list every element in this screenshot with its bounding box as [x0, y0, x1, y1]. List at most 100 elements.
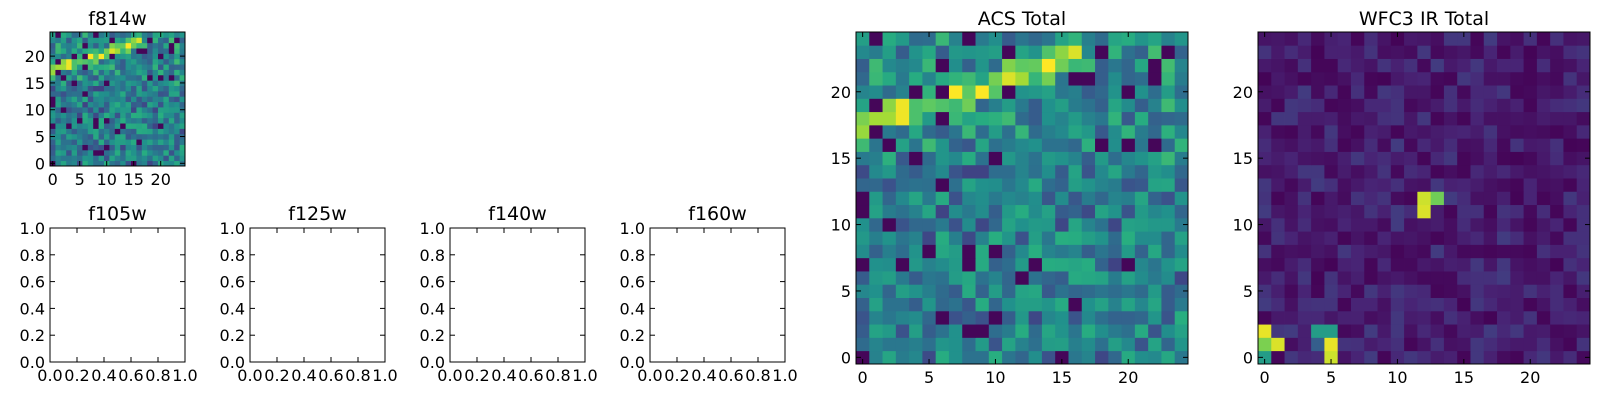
heatmap-cell [1258, 98, 1272, 113]
heatmap-cell [1002, 124, 1016, 139]
heatmap-cell [1324, 310, 1339, 325]
heatmap-cell [1081, 71, 1096, 86]
y-tick-label: 0.4 [420, 299, 445, 318]
heatmap-cell [71, 117, 78, 124]
heatmap-cell [869, 71, 883, 86]
heatmap-cell [1297, 257, 1312, 272]
heatmap-cell [82, 37, 89, 44]
heatmap-cell [87, 85, 94, 92]
heatmap-cell [1510, 191, 1524, 206]
heatmap-cell [1563, 324, 1578, 338]
heatmap-cell [147, 160, 153, 167]
heatmap-cell [1337, 138, 1352, 152]
heatmap-cell [55, 42, 62, 49]
heatmap-cell [1134, 138, 1149, 152]
heatmap-cell [98, 128, 105, 135]
heatmap-cell [1081, 191, 1096, 206]
heatmap-cell [1134, 284, 1149, 298]
heatmap-cell [1497, 124, 1511, 139]
heatmap-cell [1148, 244, 1162, 259]
heatmap-cell [120, 85, 126, 92]
heatmap-cell [1364, 244, 1378, 259]
heatmap-cell [1430, 178, 1445, 192]
heatmap-cell [1350, 217, 1365, 232]
heatmap-cell [935, 310, 950, 325]
heatmap-cell [174, 85, 180, 92]
heatmap-cell [1404, 231, 1418, 245]
heatmap-cell [1443, 111, 1458, 126]
heatmap-cell [909, 271, 923, 285]
heatmap-cell [922, 284, 937, 298]
heatmap-cell [136, 160, 143, 167]
heatmap-cell [77, 53, 83, 60]
heatmap-cell [93, 37, 99, 44]
y-tick-label: 20 [831, 83, 851, 102]
heatmap-cell [131, 58, 137, 65]
heatmap-cell [1121, 151, 1136, 166]
heatmap-cell [136, 74, 143, 81]
heatmap-cell [1497, 58, 1511, 73]
heatmap-cell [1095, 45, 1109, 59]
heatmap-cell [1364, 178, 1378, 192]
heatmap-cell [174, 58, 180, 65]
heatmap-cell [104, 155, 110, 162]
heatmap-cell [1430, 271, 1445, 285]
heatmap-cell [909, 32, 923, 46]
heatmap-cell [869, 324, 883, 338]
heatmap-cell [1015, 151, 1030, 166]
heatmap-cell [1002, 151, 1016, 166]
heatmap-cell [1055, 244, 1069, 259]
heatmap-cell [1161, 297, 1176, 312]
heatmap-cell [163, 74, 170, 81]
heatmap-cell [158, 42, 164, 49]
heatmap-cell [1443, 324, 1458, 338]
heatmap-cell [1311, 284, 1325, 298]
heatmap-cell [1028, 71, 1043, 86]
heatmap-cell [1095, 71, 1109, 86]
heatmap-cell [988, 32, 1003, 46]
heatmap-cell [1041, 151, 1056, 166]
heatmap-cell [77, 48, 83, 54]
heatmap-cell [1148, 85, 1162, 99]
heatmap-cell [1068, 310, 1083, 325]
heatmap-cell [1081, 257, 1096, 272]
heatmap-cell [50, 112, 56, 119]
heatmap-cell [1443, 71, 1458, 86]
heatmap-cell [1470, 191, 1485, 206]
heatmap-cell [1161, 111, 1176, 126]
heatmap-cell [109, 117, 116, 124]
heatmap-cell [1497, 45, 1511, 59]
heatmap-cell [1536, 271, 1551, 285]
heatmap-cell [1470, 284, 1485, 298]
heatmap-cell [174, 96, 180, 103]
heatmap-cell [1081, 124, 1096, 139]
heatmap-cell [1271, 350, 1285, 365]
heatmap-cell [120, 101, 126, 108]
heatmap-cell [50, 69, 56, 76]
heatmap-cell [1483, 58, 1498, 73]
heatmap-cell [909, 151, 923, 166]
heatmap-cell [125, 64, 132, 70]
heatmap-cell [163, 58, 170, 65]
heatmap-cell [1430, 350, 1445, 365]
heatmap-cell [1497, 337, 1511, 352]
heatmap-cell [131, 117, 137, 124]
heatmap-cell [93, 90, 99, 97]
heatmap-cell [1523, 310, 1538, 325]
y-ticks: 0.00.20.40.60.81.0 [220, 219, 385, 372]
heatmap-cell [988, 350, 1003, 365]
heatmap-cell [1377, 85, 1392, 99]
heatmap-cell [1417, 337, 1432, 352]
heatmap-cell [1108, 32, 1122, 46]
heatmap-cell [87, 101, 94, 108]
heatmap-cell [1523, 85, 1538, 99]
heatmap-cell [1121, 164, 1136, 179]
panel-f140w: f140w 0.0 0.2 0.4 0.6 0.8 1.0 0.00.20.40.60.8… [420, 203, 598, 385]
heatmap-cell [87, 37, 94, 44]
heatmap-cell [163, 133, 170, 140]
heatmap-cell [1576, 98, 1591, 113]
heatmap-cell [948, 164, 963, 179]
heatmap-cell [1483, 191, 1498, 206]
heatmap-cell [1297, 111, 1312, 126]
